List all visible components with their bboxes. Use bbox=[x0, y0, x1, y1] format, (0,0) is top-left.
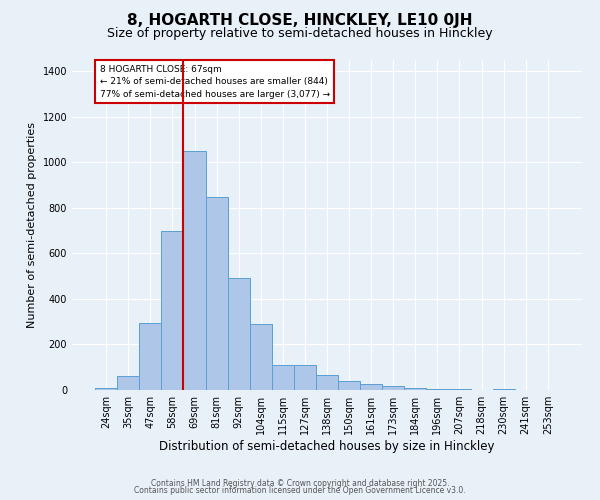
Text: Contains HM Land Registry data © Crown copyright and database right 2025.: Contains HM Land Registry data © Crown c… bbox=[151, 478, 449, 488]
Bar bbox=[316, 375, 338, 390]
Bar bbox=[117, 376, 139, 390]
Bar bbox=[448, 389, 470, 390]
Bar bbox=[161, 230, 184, 390]
Bar bbox=[493, 389, 515, 390]
Bar bbox=[360, 384, 382, 390]
Bar bbox=[184, 151, 206, 390]
Bar bbox=[338, 381, 360, 390]
Text: Contains public sector information licensed under the Open Government Licence v3: Contains public sector information licen… bbox=[134, 486, 466, 495]
Text: 8, HOGARTH CLOSE, HINCKLEY, LE10 0JH: 8, HOGARTH CLOSE, HINCKLEY, LE10 0JH bbox=[127, 12, 473, 28]
Bar bbox=[404, 388, 427, 390]
Bar bbox=[427, 389, 448, 390]
Bar bbox=[227, 278, 250, 390]
Bar bbox=[139, 323, 161, 390]
Bar bbox=[294, 365, 316, 390]
Bar bbox=[382, 386, 404, 390]
Text: Size of property relative to semi-detached houses in Hinckley: Size of property relative to semi-detach… bbox=[107, 28, 493, 40]
Y-axis label: Number of semi-detached properties: Number of semi-detached properties bbox=[27, 122, 37, 328]
Bar bbox=[95, 388, 117, 390]
Bar bbox=[206, 196, 227, 390]
Text: 8 HOGARTH CLOSE: 67sqm
← 21% of semi-detached houses are smaller (844)
77% of se: 8 HOGARTH CLOSE: 67sqm ← 21% of semi-det… bbox=[100, 64, 330, 98]
Bar bbox=[272, 365, 294, 390]
X-axis label: Distribution of semi-detached houses by size in Hinckley: Distribution of semi-detached houses by … bbox=[159, 440, 495, 453]
Bar bbox=[250, 324, 272, 390]
